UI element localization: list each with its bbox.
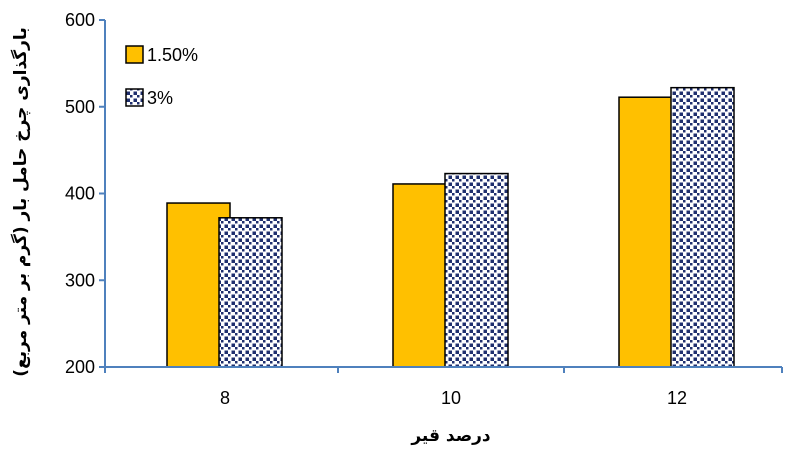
bar-series2-8 [218, 217, 283, 368]
y-ticks-group: 200 300 400 500 600 [65, 10, 105, 377]
y-tick-label: 600 [65, 10, 95, 30]
x-tick-label: 10 [441, 388, 461, 408]
legend: 1.50% 3% [125, 45, 198, 108]
x-tick-label: 12 [667, 388, 687, 408]
bars-group [166, 86, 735, 368]
legend-label: 3% [147, 88, 173, 108]
y-axis-title: بارگذاری چرخ حامل بار (گرم بر متر مربع) [10, 27, 31, 376]
y-tick-label: 500 [65, 97, 95, 117]
y-tick-label: 400 [65, 184, 95, 204]
bar-series2-10 [444, 172, 509, 368]
bar-series2-12 [670, 86, 735, 368]
y-tick-label: 300 [65, 270, 95, 290]
x-axis-title: درصد قیر [410, 426, 491, 446]
x-tick-label: 8 [220, 388, 230, 408]
legend-swatch [125, 88, 144, 107]
y-tick-label: 200 [65, 357, 95, 377]
legend-label: 1.50% [147, 45, 198, 65]
legend-swatch [125, 45, 144, 64]
x-ticks-group: 8 10 12 [104, 367, 783, 408]
